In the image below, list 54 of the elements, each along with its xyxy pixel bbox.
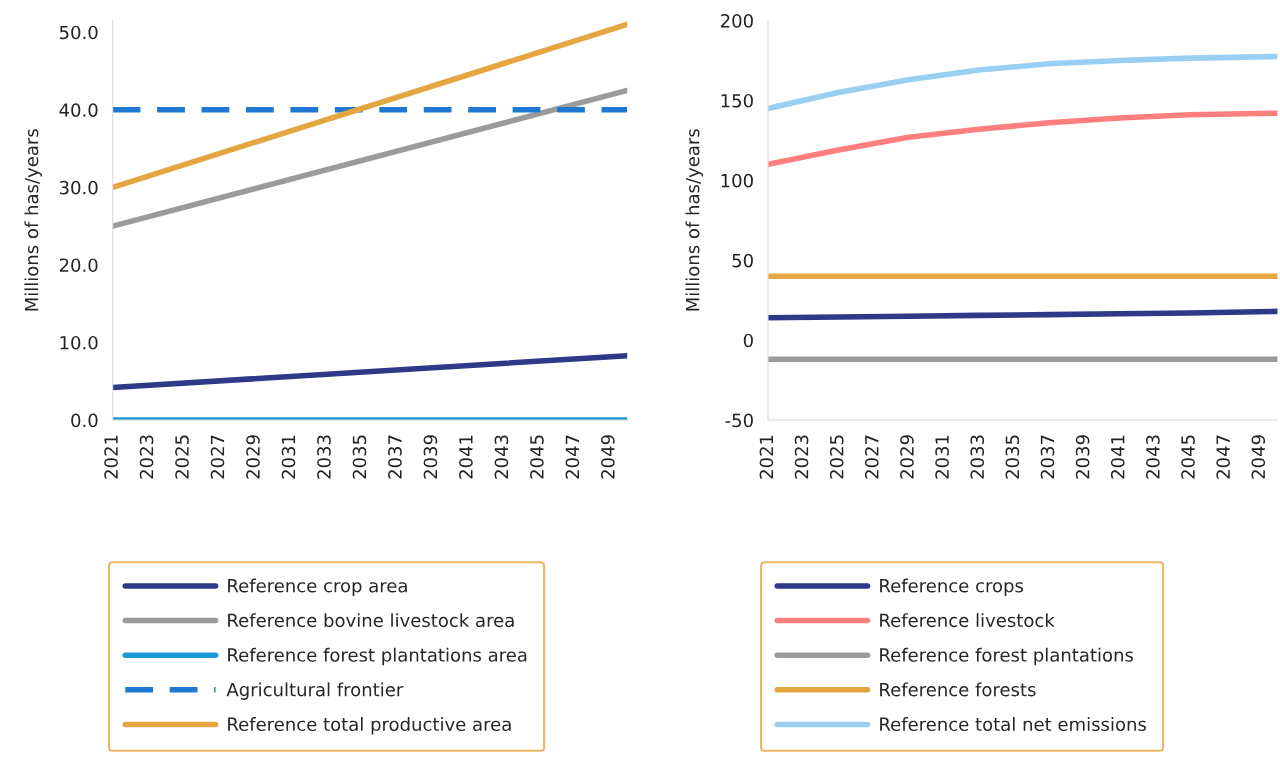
x-tick-label: 2025 — [829, 435, 844, 479]
x-tick-label: 2043 — [1146, 435, 1160, 479]
x-tick-label: 2029 — [246, 435, 260, 479]
y-tick-label: 40.0 — [59, 103, 98, 117]
x-tick-label: 2037 — [1040, 435, 1055, 479]
x-tick-label: 2043 — [494, 435, 509, 479]
x-tick-label: 2045 — [530, 435, 544, 479]
legend-label: Reference total net emissions — [880, 717, 1146, 732]
legend-label: Reference bovine livestock area — [228, 613, 514, 628]
x-tick-label: 2047 — [565, 435, 580, 479]
legend-label: Reference forest plantations — [880, 647, 1134, 666]
y-tick-label: 30.0 — [59, 180, 98, 195]
y-tick-label: 200 — [720, 14, 753, 28]
x-tick-label: 2049 — [1251, 435, 1266, 479]
y-tick-label: 20.0 — [59, 258, 98, 273]
legend-label: Reference forest plantations area — [228, 647, 527, 666]
legend-label: Reference forests — [880, 682, 1036, 697]
x-tick-label: 2035 — [1005, 435, 1020, 479]
x-tick-label: 2041 — [459, 435, 473, 479]
y-axis-title: Millions of has/years — [24, 129, 42, 311]
x-tick-label: 2037 — [388, 435, 402, 479]
y-tick-label: 0.0 — [71, 413, 98, 428]
y-axis-title: Millions of has/years — [685, 129, 703, 311]
x-tick-label: 2033 — [970, 435, 985, 479]
x-tick-label: 2047 — [1216, 435, 1230, 479]
x-tick-label: 2045 — [1181, 435, 1195, 479]
legend-label: Agricultural frontier — [226, 682, 404, 700]
legend-label: Reference total productive area — [228, 717, 511, 735]
x-tick-label: 2027 — [210, 435, 225, 479]
y-tick-label: 150 — [721, 93, 753, 108]
x-tick-label: 2029 — [900, 435, 914, 479]
x-tick-label: 2031 — [281, 435, 296, 479]
x-tick-label: 2021 — [759, 435, 774, 479]
y-tick-label: 50 — [732, 253, 753, 268]
x-tick-label: 2039 — [423, 435, 438, 479]
y-tick-label: -50 — [725, 413, 753, 428]
x-tick-label: 2049 — [601, 435, 615, 479]
legend-label: Reference crop area — [228, 578, 407, 596]
y-tick-label: 100 — [721, 173, 753, 188]
legend-label: Reference livestock — [880, 613, 1055, 628]
y-tick-label: 0 — [743, 333, 753, 348]
x-tick-label: 2023 — [139, 435, 154, 479]
x-tick-label: 2033 — [317, 435, 331, 479]
x-tick-label: 2027 — [864, 435, 879, 479]
x-tick-label: 2039 — [1075, 435, 1090, 479]
x-tick-label: 2025 — [175, 435, 189, 479]
y-tick-label: 50.0 — [59, 25, 98, 40]
x-tick-label: 2035 — [352, 435, 367, 479]
x-tick-label: 2031 — [935, 435, 949, 479]
x-tick-label: 2041 — [1110, 435, 1125, 479]
x-tick-label: 2023 — [794, 435, 809, 479]
x-tick-label: 2021 — [104, 435, 118, 479]
y-tick-label: 10.0 — [60, 335, 98, 350]
legend-label: Reference crops — [880, 578, 1024, 596]
